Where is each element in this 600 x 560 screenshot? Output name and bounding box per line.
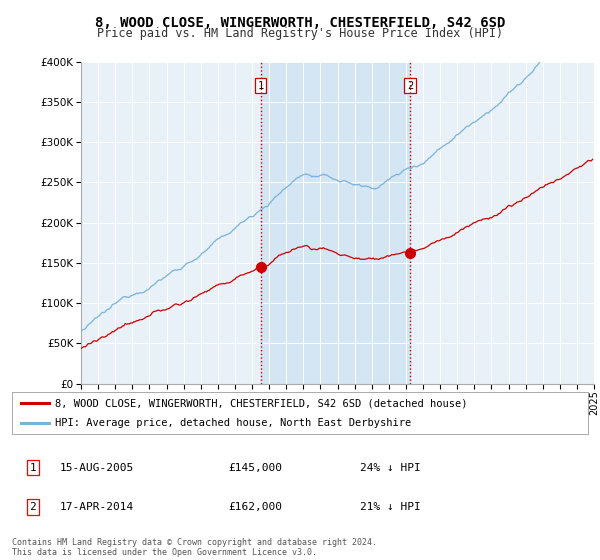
Text: 2: 2 — [29, 502, 37, 512]
Text: Price paid vs. HM Land Registry's House Price Index (HPI): Price paid vs. HM Land Registry's House … — [97, 27, 503, 40]
Text: HPI: Average price, detached house, North East Derbyshire: HPI: Average price, detached house, Nort… — [55, 418, 412, 428]
Text: 1: 1 — [29, 463, 37, 473]
Text: 21% ↓ HPI: 21% ↓ HPI — [360, 502, 421, 512]
Text: 2: 2 — [407, 81, 413, 91]
Bar — [260, 62, 410, 384]
Text: 17-APR-2014: 17-APR-2014 — [60, 502, 134, 512]
Text: 24% ↓ HPI: 24% ↓ HPI — [360, 463, 421, 473]
Text: 8, WOOD CLOSE, WINGERWORTH, CHESTERFIELD, S42 6SD (detached house): 8, WOOD CLOSE, WINGERWORTH, CHESTERFIELD… — [55, 398, 468, 408]
Text: Contains HM Land Registry data © Crown copyright and database right 2024.
This d: Contains HM Land Registry data © Crown c… — [12, 538, 377, 557]
Text: 15-AUG-2005: 15-AUG-2005 — [60, 463, 134, 473]
Text: 1: 1 — [257, 81, 263, 91]
Text: 8, WOOD CLOSE, WINGERWORTH, CHESTERFIELD, S42 6SD: 8, WOOD CLOSE, WINGERWORTH, CHESTERFIELD… — [95, 16, 505, 30]
Text: £145,000: £145,000 — [228, 463, 282, 473]
Text: £162,000: £162,000 — [228, 502, 282, 512]
